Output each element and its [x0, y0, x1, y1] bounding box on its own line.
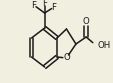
Text: O: O [62, 54, 69, 62]
Text: F: F [51, 2, 56, 12]
Text: O: O [82, 18, 89, 26]
Text: OH: OH [96, 41, 109, 49]
Text: F: F [31, 0, 36, 9]
Text: F: F [42, 0, 47, 7]
